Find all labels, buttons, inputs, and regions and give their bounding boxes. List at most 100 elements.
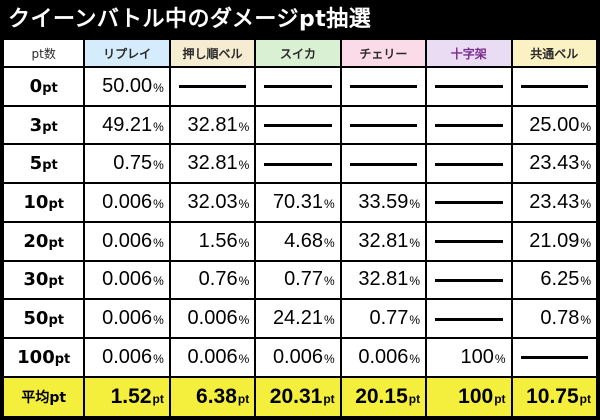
value-cell: 49.21% — [85, 106, 169, 144]
row-label: 100pt — [4, 338, 84, 376]
value-cell: 70.31% — [256, 184, 340, 221]
value-number: 0.006 — [102, 229, 153, 252]
value-number: 4.68 — [284, 229, 323, 252]
value-number: 32.03 — [187, 190, 238, 213]
value-number: 0.76 — [198, 268, 238, 291]
value-unit: % — [153, 80, 164, 95]
value-cell: 50.00% — [85, 68, 169, 105]
table-row: 100pt 0.006% 0.006% 0.006% 0.006% 100% — [4, 338, 596, 376]
value-number: 100 — [458, 384, 494, 408]
empty-cell — [512, 68, 596, 105]
value-cell: 25.00% — [512, 106, 596, 144]
empty-cell — [427, 145, 511, 183]
value-number: 70.31 — [272, 190, 323, 213]
empty-cell — [256, 68, 340, 105]
value-cell: 32.81% — [170, 145, 255, 183]
value-unit: % — [324, 196, 335, 211]
dash-line — [435, 162, 503, 166]
value-number: 33.59 — [358, 190, 409, 213]
value-unit: % — [324, 235, 335, 250]
value-unit: % — [580, 274, 591, 289]
value-number: 49.21 — [102, 113, 153, 136]
value-unit: % — [409, 196, 421, 211]
value-number: 0.006 — [187, 345, 238, 368]
value-unit: % — [580, 313, 591, 328]
value-number: 32.81 — [358, 268, 409, 291]
table-body: 0pt 50.00% 3pt 49.21% 32.81% 25.00% 5pt 0.75% 32… — [4, 68, 596, 416]
value-cell: 20.31pt — [256, 377, 340, 416]
value-number: 0.006 — [102, 307, 153, 330]
row-label-number: 100 — [17, 346, 55, 368]
row-label: 50pt — [4, 300, 84, 337]
value-cell: 0.006% — [85, 338, 169, 376]
header-cell: 押し順ベル — [170, 40, 255, 66]
empty-cell — [427, 106, 511, 144]
value-unit: pt — [494, 391, 506, 406]
value-number: 0.006 — [358, 345, 409, 368]
empty-cell — [170, 68, 255, 105]
value-unit: % — [153, 196, 164, 211]
row-label-number: 5 — [29, 153, 43, 175]
value-unit: % — [580, 235, 591, 250]
value-unit: % — [153, 158, 164, 173]
value-number: 1.52 — [110, 384, 152, 408]
row-label-number: 30 — [23, 269, 49, 291]
value-number: 23.43 — [529, 152, 580, 175]
empty-cell — [427, 300, 511, 337]
table-row: 0pt 50.00% — [4, 68, 596, 105]
value-unit: % — [580, 158, 591, 173]
value-cell: 100pt — [427, 377, 511, 416]
value-cell: 24.21% — [256, 300, 340, 337]
value-cell: 0.77% — [341, 300, 426, 337]
value-number: 25.00 — [529, 113, 580, 136]
value-cell: 32.03% — [170, 184, 255, 221]
value-unit: % — [238, 196, 250, 211]
empty-cell — [427, 184, 511, 221]
row-label-number: 0 — [29, 75, 43, 97]
dash-line — [435, 278, 503, 282]
value-cell: 23.43% — [512, 184, 596, 221]
row-label: 3pt — [4, 106, 84, 144]
value-number: 50.00 — [102, 74, 153, 97]
dash-line — [520, 85, 588, 89]
value-cell: 33.59% — [341, 184, 426, 221]
value-cell: 23.43% — [512, 145, 596, 183]
value-unit: % — [153, 274, 164, 289]
value-cell: 6.38pt — [170, 377, 255, 416]
value-cell: 0.006% — [85, 261, 169, 299]
value-number: 1.56 — [198, 229, 238, 252]
value-number: 0.006 — [102, 268, 153, 291]
row-label-unit: pt — [48, 274, 64, 290]
row-label-unit: pt — [48, 235, 64, 251]
row-label-unit: pt — [42, 80, 58, 96]
empty-cell — [341, 68, 426, 105]
header-cell: スイカ — [256, 40, 340, 66]
header-cell: 共通ベル — [512, 40, 596, 66]
value-cell: 0.006% — [170, 300, 255, 337]
value-number: 0.006 — [102, 190, 153, 213]
empty-cell — [427, 222, 511, 260]
table-row: 10pt 0.006% 32.03% 70.31% 33.59% 23.43% — [4, 184, 596, 221]
empty-cell — [256, 106, 340, 144]
value-unit: % — [238, 158, 250, 173]
value-unit: % — [238, 274, 250, 289]
row-label: 10pt — [4, 184, 84, 221]
dash-line — [520, 356, 588, 360]
row-label-unit: pt — [48, 313, 64, 329]
value-number: 0.78 — [540, 307, 580, 330]
dash-line — [435, 85, 503, 89]
dash-line — [435, 124, 503, 128]
value-number: 20.31 — [269, 384, 323, 408]
value-cell: 10.75pt — [512, 377, 596, 416]
row-label-number: 20 — [23, 230, 49, 252]
value-unit: % — [409, 313, 421, 328]
value-unit: % — [580, 119, 591, 134]
row-label: 5pt — [4, 145, 84, 183]
value-unit: % — [324, 274, 335, 289]
value-cell: 32.81% — [341, 222, 426, 260]
value-cell: 0.77% — [256, 261, 340, 299]
empty-cell — [427, 261, 511, 299]
value-cell: 0.006% — [256, 338, 340, 376]
value-unit: % — [409, 235, 421, 250]
